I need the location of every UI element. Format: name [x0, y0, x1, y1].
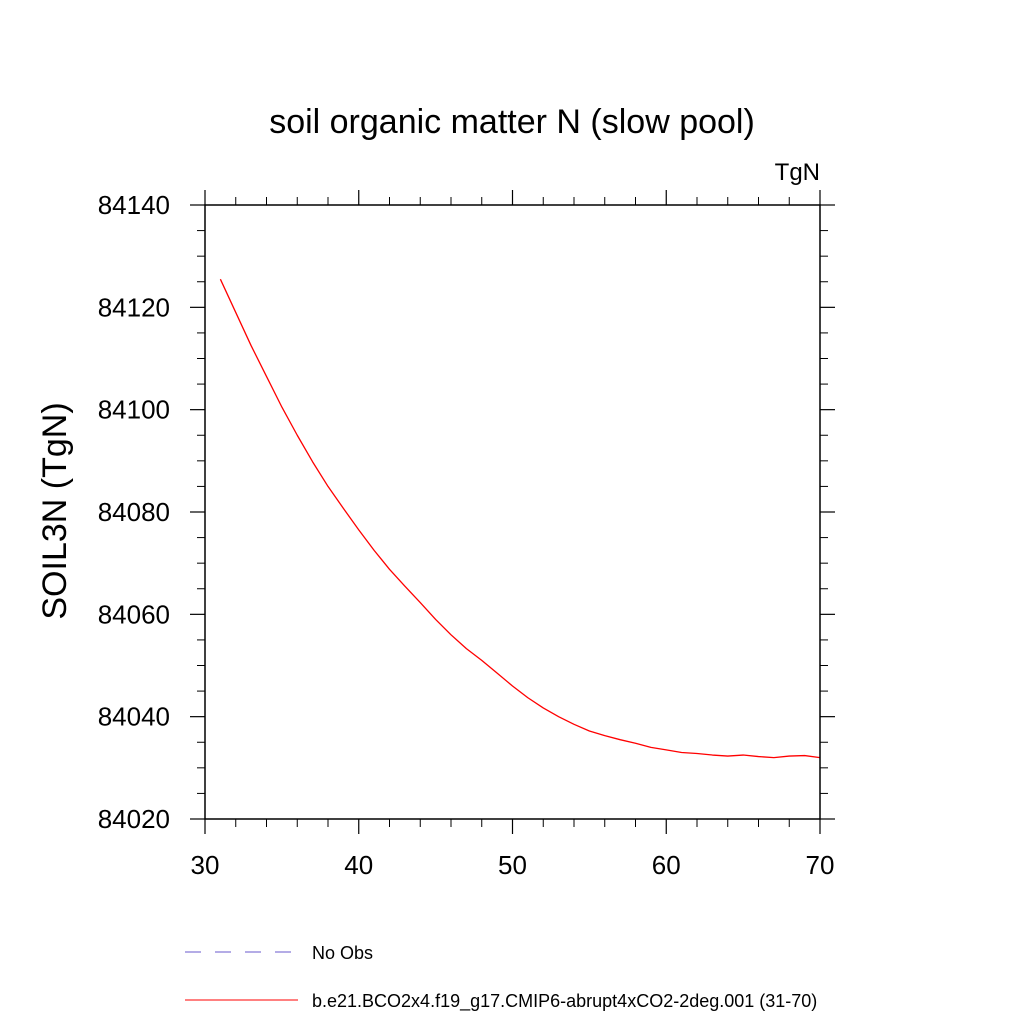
data-point: [357, 528, 360, 531]
series-layer: [219, 278, 821, 759]
axis-ticks: [190, 190, 835, 834]
data-point: [573, 723, 576, 726]
data-point: [219, 278, 222, 281]
data-point: [711, 754, 714, 757]
x-tick-label: 50: [498, 850, 527, 880]
data-point: [634, 742, 637, 745]
data-point: [665, 748, 668, 751]
plot-frame: [204, 204, 821, 820]
data-point: [465, 647, 468, 650]
data-point: [557, 715, 560, 718]
data-point: [542, 706, 545, 709]
data-point: [234, 311, 237, 314]
data-point: [434, 618, 437, 621]
y-tick-label: 84100: [98, 395, 170, 425]
data-point: [496, 672, 499, 675]
data-point: [296, 434, 299, 437]
data-point: [680, 751, 683, 754]
chart-title: soil organic matter N (slow pool): [269, 103, 755, 141]
data-point: [250, 344, 253, 347]
y-tick-label: 84080: [98, 497, 170, 527]
data-point: [403, 585, 406, 588]
data-point: [450, 633, 453, 636]
data-point: [803, 754, 806, 757]
x-tick-label: 70: [806, 850, 835, 880]
data-point: [696, 752, 699, 755]
data-point: [388, 568, 391, 571]
y-tick-label: 84060: [98, 599, 170, 629]
y-tick-label: 84140: [98, 190, 170, 220]
series-line: [219, 278, 821, 759]
y-axis-label: SOIL3N (TgN): [36, 402, 74, 619]
data-point: [588, 729, 591, 732]
axis-tick-labels: 30 40 50 60 70 84020 84040 84060 84080 84100 84120…: [98, 190, 835, 880]
data-point: [649, 746, 652, 749]
data-point: [526, 696, 529, 699]
data-point: [603, 734, 606, 737]
data-point: [480, 659, 483, 662]
data-point: [726, 755, 729, 758]
legend-label: No Obs: [312, 943, 373, 963]
data-point: [757, 755, 760, 758]
data-point: [311, 460, 314, 463]
x-tick-label: 30: [191, 850, 220, 880]
y-tick-label: 84020: [98, 804, 170, 834]
y-tick-label: 84120: [98, 292, 170, 322]
data-point: [280, 406, 283, 409]
data-point: [619, 738, 622, 741]
data-point: [511, 684, 514, 687]
units-label: TgN: [775, 159, 820, 186]
data-point: [419, 601, 422, 604]
legend-label: b.e21.BCO2x4.f19_g17.CMIP6-abrupt4xCO2-2…: [312, 991, 817, 1012]
legend: No Obs b.e21.BCO2x4.f19_g17.CMIP6-abrupt4…: [185, 943, 817, 1012]
data-point: [327, 485, 330, 488]
data-point: [265, 375, 268, 378]
data-point: [342, 507, 345, 510]
x-tick-label: 40: [344, 850, 373, 880]
data-point: [772, 756, 775, 759]
data-point: [742, 754, 745, 757]
x-tick-label: 60: [652, 850, 681, 880]
data-point: [788, 755, 791, 758]
y-tick-label: 84040: [98, 702, 170, 732]
data-point: [373, 549, 376, 552]
